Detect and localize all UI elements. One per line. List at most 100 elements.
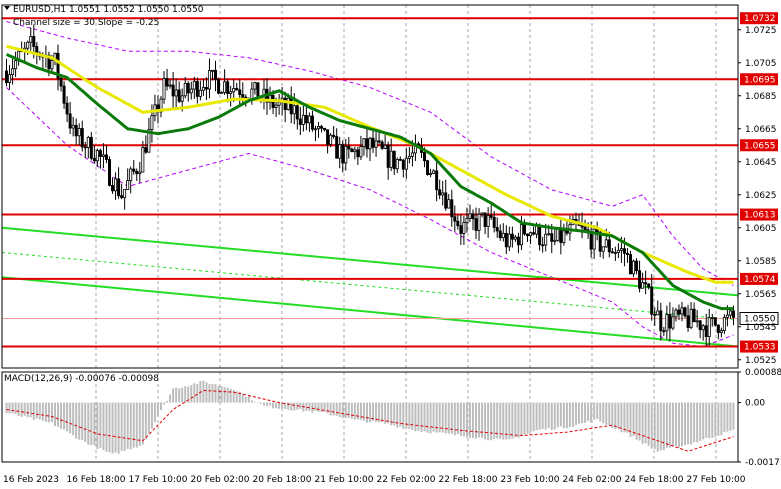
macd-bar (541, 402, 544, 430)
macd-bar (538, 402, 541, 431)
level-tag (740, 272, 778, 285)
candle-body (11, 68, 15, 75)
macd-bar (84, 402, 87, 443)
macd-bar (605, 402, 608, 425)
candle-body (8, 74, 12, 83)
candle-body (653, 313, 657, 316)
x-tick-label: 23 Feb 10:00 (500, 475, 559, 485)
macd-bar (565, 402, 568, 429)
candle-body (526, 233, 530, 237)
macd-bar (290, 402, 293, 411)
candle-body (695, 320, 699, 323)
candle-body (14, 60, 18, 70)
candle-body (111, 185, 115, 192)
macd-bar (87, 402, 90, 445)
candle-body (680, 307, 684, 315)
candle-body (522, 224, 526, 235)
candle-body (32, 36, 36, 47)
candle-body (689, 308, 693, 328)
candle-body (295, 105, 299, 120)
candle-body (135, 170, 139, 175)
macd-bar (562, 402, 565, 429)
macd-bar (381, 402, 384, 423)
macd-bar (684, 402, 687, 445)
macd-bar (365, 402, 368, 423)
macd-bar (75, 402, 78, 439)
macd-bar (420, 402, 423, 432)
macd-bar (405, 402, 408, 429)
candle-body (386, 144, 390, 168)
candle-body (610, 251, 614, 254)
macd-bar (5, 402, 8, 414)
candle-body (592, 228, 596, 250)
x-tick-label: 22 Feb 02:00 (376, 475, 435, 485)
macd-bar (232, 390, 235, 403)
macd-bar (717, 402, 720, 436)
macd-signal-line (6, 389, 734, 452)
macd-bar (429, 402, 432, 434)
macd-bar (163, 402, 166, 405)
macd-bar (175, 387, 178, 403)
macd-bar (408, 402, 411, 430)
candle-body (429, 172, 433, 176)
level-label: 1.0574 (744, 275, 776, 285)
candle-body (659, 310, 663, 332)
candle-body (495, 226, 499, 232)
candle-body (274, 104, 278, 108)
macd-bar (384, 402, 387, 424)
candle-body (532, 232, 536, 235)
candle-body (104, 154, 108, 160)
y-tick-label: 1.0725 (745, 26, 777, 36)
candle-body (301, 114, 305, 125)
candle-body (398, 158, 402, 161)
macd-bar (547, 402, 550, 429)
macd-bar (235, 391, 238, 403)
macd-bar (638, 402, 641, 441)
candle-body (686, 315, 690, 328)
macd-bar (344, 402, 347, 419)
macd-bar (81, 402, 84, 441)
macd-bar (57, 402, 60, 427)
macd-bar (502, 402, 505, 440)
macd-bar (347, 402, 350, 418)
channel-line: Channel size = 30 Slope = -0.25 (13, 18, 159, 28)
candle-body (438, 189, 442, 196)
macd-bar (96, 402, 99, 450)
macd-bar (250, 400, 253, 403)
candle-body (310, 115, 314, 130)
macd-bar (665, 402, 668, 448)
macd-bar (335, 402, 338, 416)
macd-bar (687, 402, 690, 445)
candle-body (92, 157, 96, 162)
macd-bar (29, 402, 32, 418)
macd-bar (462, 402, 465, 437)
candle-body (141, 147, 145, 173)
macd-bar (711, 402, 714, 438)
candle-body (498, 230, 502, 239)
macd-bar (187, 386, 190, 403)
candle-body (722, 317, 726, 331)
macd-bar (574, 402, 577, 425)
macd-bar (144, 402, 147, 440)
candle-body (492, 216, 496, 228)
macd-bar (205, 382, 208, 403)
x-tick-label: 20 Feb 02:00 (190, 475, 249, 485)
dropdown-arrow-icon[interactable] (4, 6, 10, 10)
candle-body (68, 113, 72, 129)
macd-bar (602, 402, 605, 424)
y-tick-label: 1.0625 (745, 191, 777, 201)
candle-body (253, 82, 257, 90)
candle-body (341, 144, 345, 164)
macd-bar (305, 402, 308, 411)
candle-body (138, 171, 142, 175)
macd-bar (153, 402, 156, 423)
macd-bar (723, 402, 726, 432)
macd-bar (656, 402, 659, 452)
macd-bar (238, 391, 241, 403)
macd-bar (581, 402, 584, 424)
axes: 16 Feb 2023 16 Feb 18:00 17 Feb 10:00 20 Fe… (1, 4, 781, 485)
candle-body (174, 89, 178, 97)
macd-bar (208, 384, 211, 403)
macd-bar (338, 402, 341, 418)
